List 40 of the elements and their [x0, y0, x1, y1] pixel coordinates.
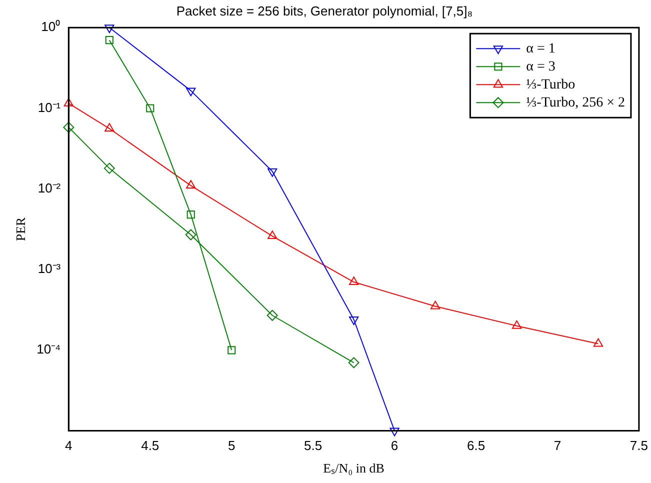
x-tick-label: 4.5	[141, 438, 160, 454]
point	[186, 210, 195, 219]
point	[593, 338, 604, 347]
y-axis-title: PER	[13, 216, 28, 242]
point	[64, 98, 74, 106]
point	[348, 357, 360, 368]
legend-label: α = 1	[526, 41, 556, 56]
point	[105, 36, 114, 44]
point	[186, 180, 196, 189]
point	[104, 24, 114, 34]
point	[63, 122, 74, 133]
x-tick-label: 5.5	[304, 438, 322, 454]
point	[146, 104, 154, 112]
legend-label: α = 3	[526, 59, 556, 74]
point	[104, 162, 115, 174]
y-tick-label: 10⁻⁴	[36, 342, 61, 357]
x-tick-label: 5	[228, 438, 236, 454]
y-tick-label: 10⁻³	[38, 261, 62, 276]
point	[512, 320, 522, 329]
point	[228, 346, 236, 354]
x-axis-title: Eₛ/N₀ in dB	[323, 460, 385, 476]
legend-label: ⅓-Turbo, 256 × 2	[526, 95, 625, 110]
x-tick-label: 7.5	[630, 438, 648, 454]
y-tick-label: 10⁻²	[38, 180, 62, 196]
point	[185, 229, 196, 240]
chart-title: Packet size = 256 bits, Generator polynomial, [7,5]₈	[176, 3, 473, 18]
point	[348, 276, 359, 286]
x-tick-label: 7	[554, 438, 562, 454]
x-tick-label: 4	[65, 438, 72, 454]
point	[186, 88, 196, 96]
point	[430, 300, 440, 310]
y-tick-label: 10⁰	[41, 19, 61, 34]
point	[268, 168, 278, 177]
x-tick-label: 6	[390, 438, 398, 454]
x-tick-label: 6.5	[466, 438, 486, 454]
point	[268, 230, 278, 240]
y-tick-label: 10⁻¹	[38, 100, 62, 115]
point	[266, 310, 278, 321]
point	[104, 123, 114, 132]
legend-label: ⅓-Turbo	[526, 77, 576, 92]
